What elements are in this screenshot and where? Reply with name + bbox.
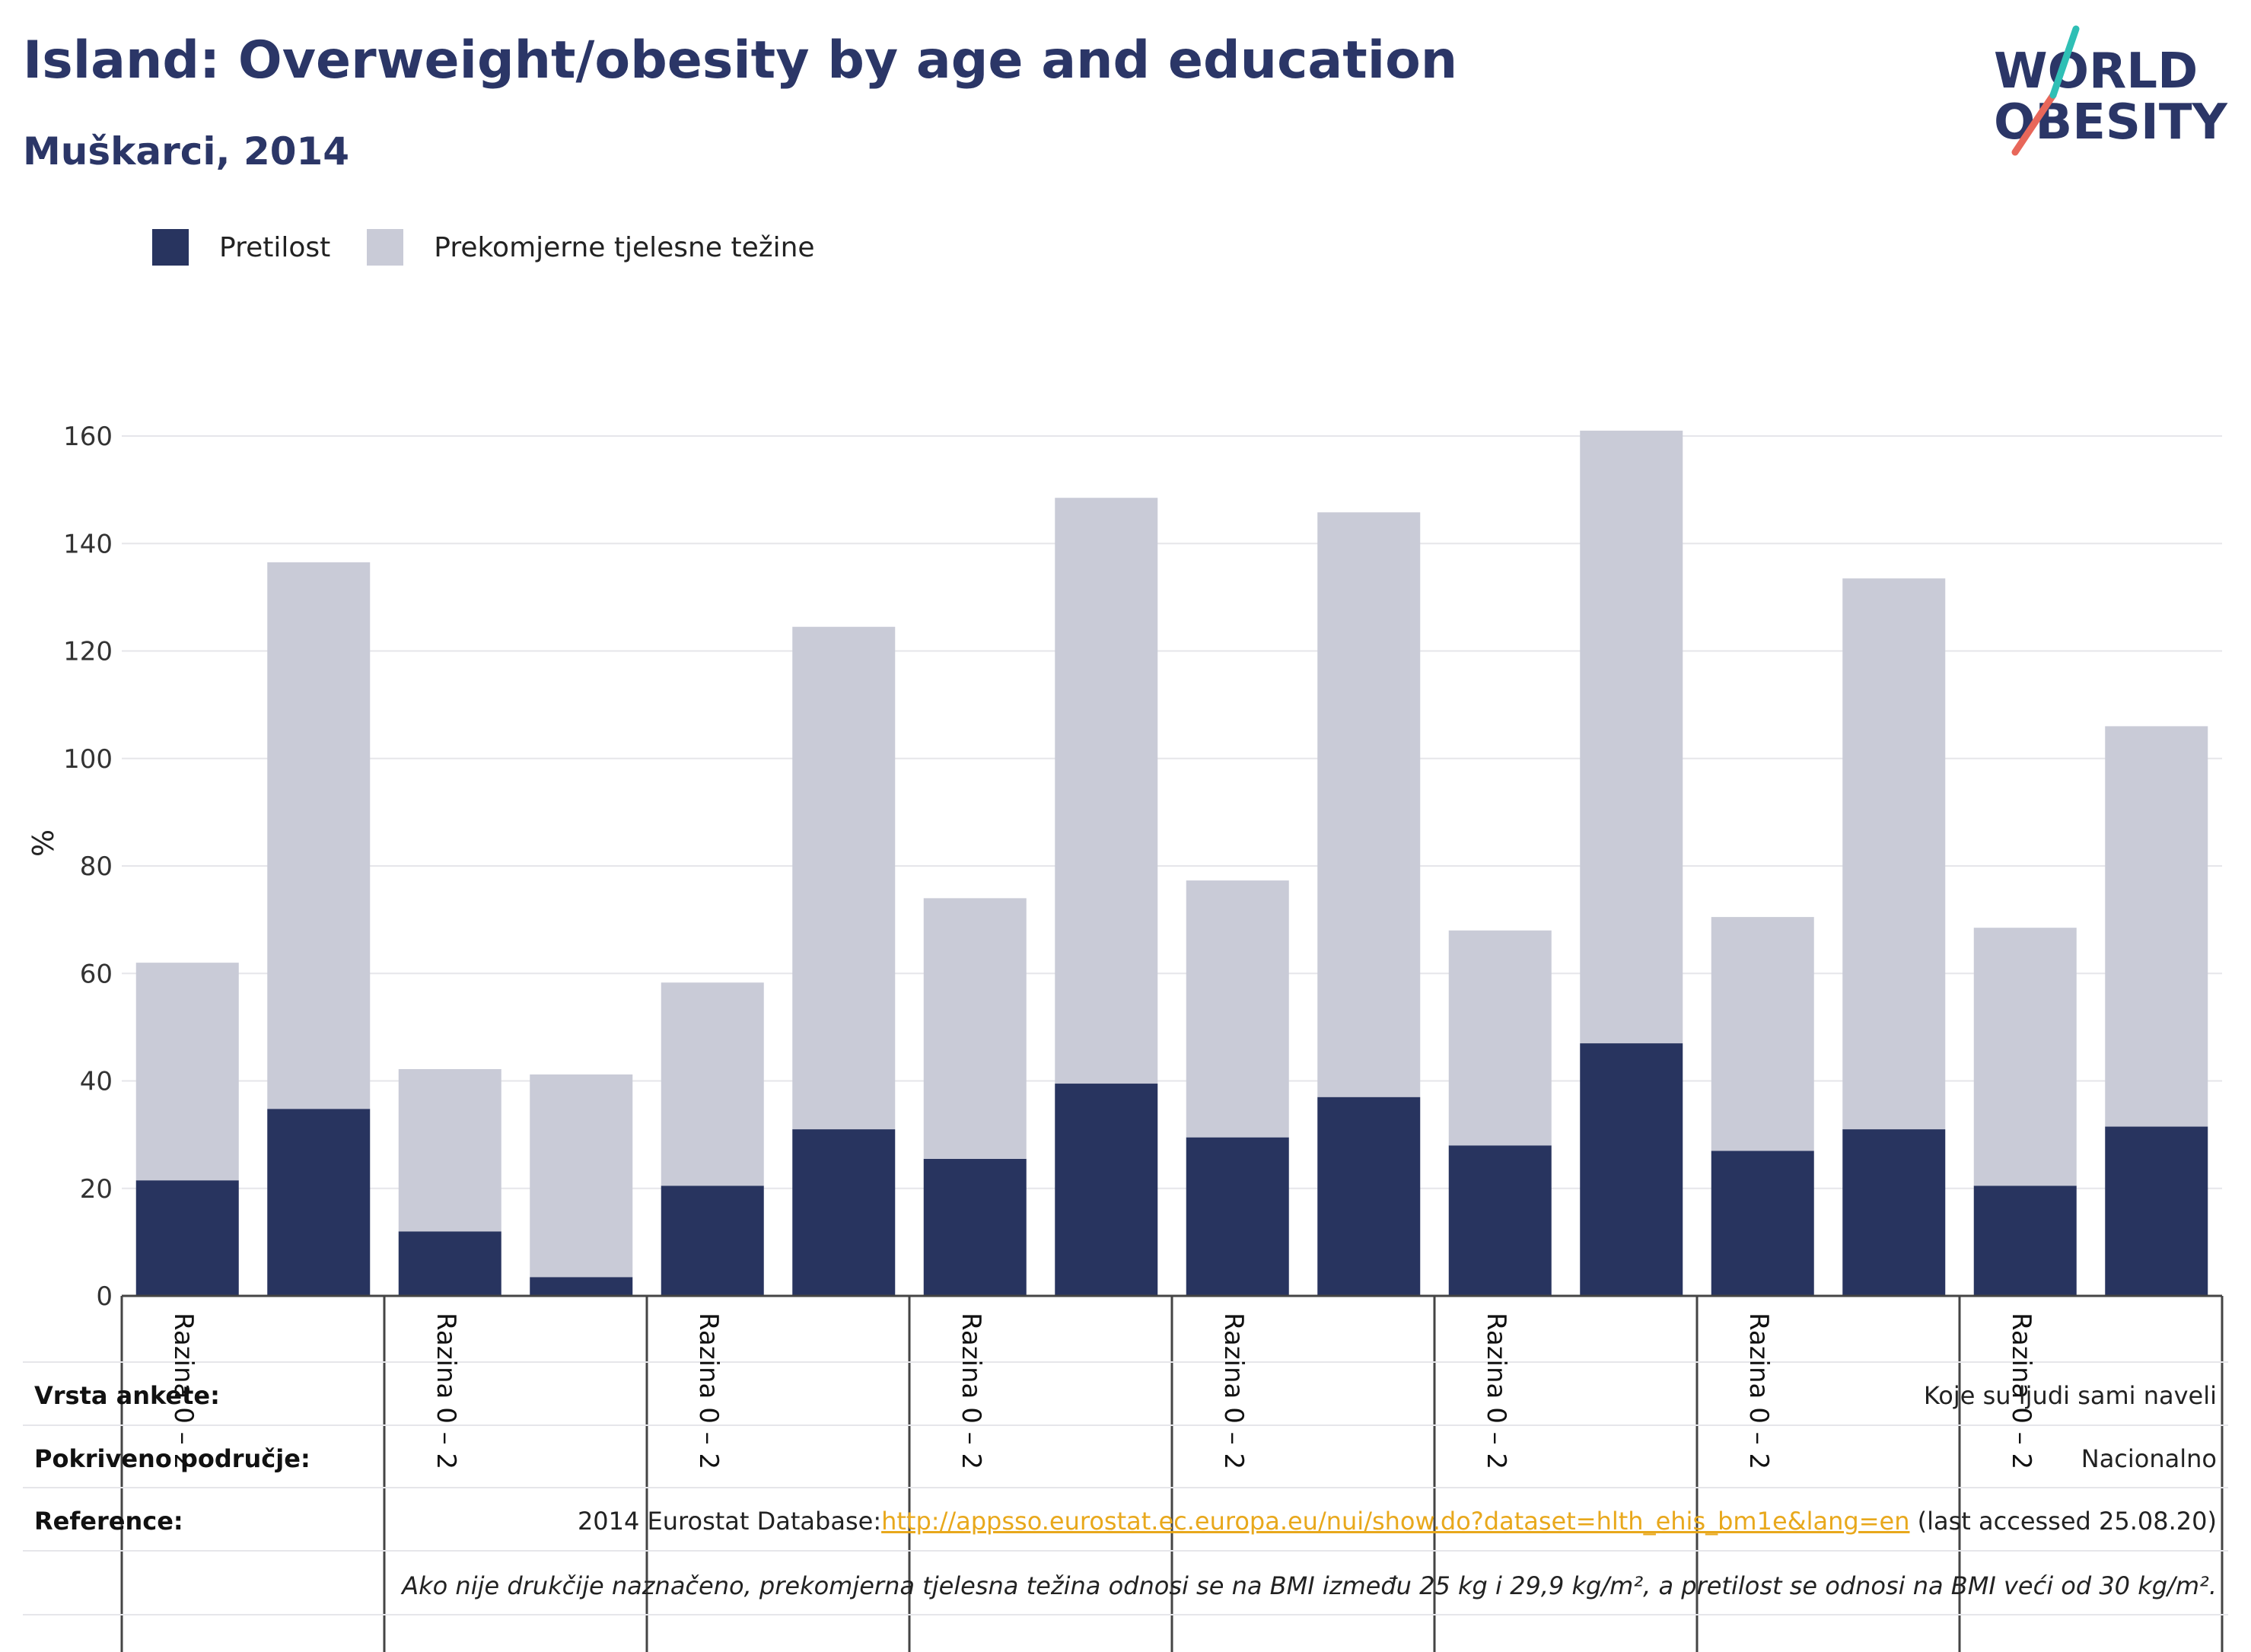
- bar-overweight-5[interactable]: [792, 626, 896, 1130]
- logo-line1: WORLD: [1994, 43, 2198, 100]
- y-axis-title: %: [27, 829, 60, 857]
- category-label-2: Razina 0 – 2: [693, 1313, 724, 1469]
- y-tick-label: 80: [80, 851, 113, 882]
- bar-overweight-7[interactable]: [1055, 498, 1158, 1084]
- logo-slash-teal: [2049, 25, 2080, 99]
- legend-swatch-overweight: [367, 229, 404, 266]
- category-label-5: Razina 0 – 2: [1481, 1313, 1511, 1469]
- category-labels: Razina 0 – 2 Razina 0 – 2 Razina 0 – 2 Razi…: [168, 1313, 2036, 1469]
- y-tick-label: 160: [63, 422, 113, 452]
- reference-link[interactable]: http://appsso.eurostat.ec.europa.eu/nui/…: [881, 1507, 1910, 1536]
- logo-graphic: WORLD OBESITY: [1994, 25, 2227, 156]
- bar-overweight-6[interactable]: [923, 898, 1027, 1159]
- bar-obesity-14[interactable]: [1973, 1186, 2077, 1296]
- y-tick-label: 0: [96, 1281, 113, 1312]
- category-label-4: Razina 0 – 2: [1218, 1313, 1249, 1469]
- bar-obesity-9[interactable]: [1317, 1097, 1421, 1296]
- category-label-1: Razina 0 – 2: [431, 1313, 461, 1469]
- reference-suffix: (last accessed 25.08.20): [1909, 1507, 2217, 1536]
- y-axis-ticks: 0 20 40 60 80 100 120 140 160: [63, 422, 113, 1312]
- bar-overweight-11[interactable]: [1580, 430, 1683, 1044]
- category-label-6: Razina 0 – 2: [1743, 1313, 1774, 1469]
- bar-obesity-7[interactable]: [1055, 1084, 1158, 1296]
- y-tick-label: 140: [63, 529, 113, 559]
- y-tick-label: 60: [80, 959, 113, 989]
- bar-obesity-3[interactable]: [530, 1277, 633, 1296]
- bar-overweight-4[interactable]: [661, 982, 764, 1186]
- chart-subtitle: Muškarci, 2014: [23, 129, 350, 173]
- bar-obesity-13[interactable]: [1842, 1129, 1946, 1296]
- bar-obesity-6[interactable]: [923, 1158, 1027, 1296]
- bar-overweight-13[interactable]: [1842, 578, 1946, 1130]
- world-obesity-logo: WORLD OBESITY: [1979, 23, 2237, 160]
- bar-overweight-0[interactable]: [135, 963, 239, 1181]
- survey-type-label: Vrsta ankete:: [34, 1381, 220, 1410]
- y-tick-label: 100: [63, 744, 113, 775]
- bar-obesity-1[interactable]: [267, 1109, 371, 1296]
- bar-overweight-14[interactable]: [1973, 928, 2077, 1186]
- bar-overweight-12[interactable]: [1711, 917, 1814, 1151]
- legend-swatch-obesity: [152, 229, 189, 266]
- bars: [135, 430, 2208, 1296]
- bar-obesity-15[interactable]: [2105, 1126, 2208, 1296]
- reference-prefix: 2014 Eurostat Database:: [577, 1507, 882, 1536]
- legend-item-overweight[interactable]: Prekomjerne tjelesne težine: [367, 229, 815, 266]
- bar-obesity-12[interactable]: [1711, 1151, 1814, 1296]
- bar-overweight-8[interactable]: [1186, 880, 1289, 1138]
- y-tick-label: 120: [63, 637, 113, 667]
- bar-obesity-2[interactable]: [398, 1231, 501, 1296]
- bar-obesity-5[interactable]: [792, 1129, 896, 1296]
- reference-label: Reference:: [34, 1507, 183, 1536]
- bar-overweight-3[interactable]: [530, 1074, 633, 1278]
- category-label-0: Razina 0 – 2: [168, 1313, 199, 1469]
- survey-type-value: Koje su ljudi sami naveli: [1923, 1381, 2217, 1410]
- bar-obesity-4[interactable]: [661, 1186, 764, 1296]
- bar-overweight-2[interactable]: [398, 1068, 501, 1232]
- y-tick-label: 40: [80, 1067, 113, 1097]
- logo-slash-red: [2011, 91, 2057, 156]
- chart-title: Island: Overweight/obesity by age and ed…: [23, 30, 1458, 91]
- definition-note: Ako nije drukčije naznačeno, prekomjerna…: [402, 1571, 2217, 1600]
- legend-item-obesity[interactable]: Pretilost: [152, 229, 330, 266]
- legend-label-overweight: Prekomjerne tjelesne težine: [434, 231, 815, 263]
- category-label-3: Razina 0 – 2: [956, 1313, 986, 1469]
- bar-overweight-1[interactable]: [267, 562, 371, 1109]
- coverage-label: Pokriveno područje:: [34, 1444, 310, 1473]
- bar-obesity-10[interactable]: [1448, 1145, 1552, 1296]
- y-tick-label: 20: [80, 1174, 113, 1205]
- bar-obesity-8[interactable]: [1186, 1137, 1289, 1296]
- info-table-lines: [23, 1361, 2228, 1615]
- category-label-7: Razina 0 – 2: [2006, 1313, 2036, 1469]
- x-axis: [120, 1294, 2224, 1652]
- bar-overweight-10[interactable]: [1448, 930, 1552, 1146]
- bar-overweight-15[interactable]: [2105, 726, 2208, 1127]
- bar-obesity-0[interactable]: [135, 1180, 239, 1296]
- coverage-value: Nacionalno: [2081, 1444, 2217, 1473]
- reference-value: 2014 Eurostat Database:http://appsso.eur…: [578, 1507, 2217, 1536]
- chart-legend: Pretilost Prekomjerne tjelesne težine: [152, 228, 852, 266]
- bar-obesity-11[interactable]: [1580, 1043, 1683, 1296]
- legend-label-obesity: Pretilost: [219, 231, 331, 263]
- bar-overweight-9[interactable]: [1317, 512, 1421, 1097]
